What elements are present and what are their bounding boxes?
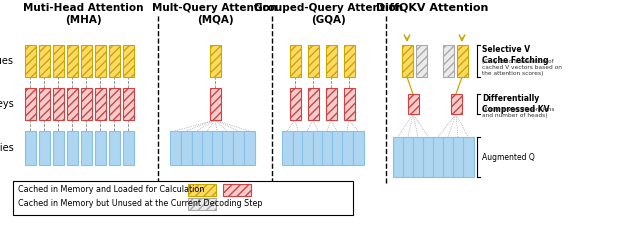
Bar: [307, 88, 319, 120]
Bar: [292, 131, 303, 165]
Bar: [344, 45, 355, 77]
Bar: [243, 131, 255, 165]
Bar: [38, 131, 49, 165]
Bar: [422, 137, 433, 177]
Bar: [289, 45, 301, 77]
Bar: [452, 137, 463, 177]
Bar: [326, 88, 337, 120]
Bar: [282, 131, 292, 165]
Bar: [122, 131, 134, 165]
Bar: [408, 94, 419, 114]
Bar: [122, 88, 134, 120]
Bar: [442, 45, 454, 77]
Bar: [456, 45, 467, 77]
Text: Selective V
Cache Fetching: Selective V Cache Fetching: [482, 45, 548, 65]
Bar: [342, 131, 353, 165]
Bar: [451, 94, 461, 114]
Text: (Only load a selection of
cached V vectors based on
the attention scores): (Only load a selection of cached V vecto…: [482, 59, 562, 76]
Bar: [52, 88, 63, 120]
Text: Grouped-Query Attention
(GQA): Grouped-Query Attention (GQA): [255, 3, 404, 25]
Text: (K has fewer dimensions
and number of heads): (K has fewer dimensions and number of he…: [482, 107, 554, 118]
Bar: [191, 131, 202, 165]
Bar: [109, 88, 120, 120]
Bar: [202, 131, 212, 165]
Bar: [232, 131, 243, 165]
Bar: [81, 88, 92, 120]
Text: Differentially
Compressed KV: Differentially Compressed KV: [482, 94, 550, 114]
Bar: [52, 45, 63, 77]
Text: Keys: Keys: [0, 99, 14, 109]
Text: Augmented Q: Augmented Q: [482, 153, 535, 162]
Bar: [109, 45, 120, 77]
Bar: [403, 137, 413, 177]
Bar: [301, 131, 312, 165]
Bar: [67, 88, 77, 120]
Bar: [413, 137, 424, 177]
Bar: [401, 45, 413, 77]
Bar: [344, 88, 355, 120]
Bar: [38, 45, 49, 77]
Bar: [321, 131, 333, 165]
Bar: [24, 45, 35, 77]
Bar: [109, 131, 120, 165]
Bar: [170, 131, 180, 165]
Text: Mult-Query Attention
(MQA): Mult-Query Attention (MQA): [152, 3, 278, 25]
Bar: [52, 131, 63, 165]
Text: Cached in Memory but Unused at the Current Decoding Step: Cached in Memory but Unused at the Curre…: [18, 200, 262, 209]
Bar: [221, 131, 232, 165]
Bar: [209, 45, 221, 77]
Bar: [67, 131, 77, 165]
Bar: [332, 131, 342, 165]
Bar: [209, 88, 221, 120]
Bar: [81, 45, 92, 77]
Bar: [289, 88, 301, 120]
Bar: [307, 45, 319, 77]
Bar: [211, 131, 223, 165]
Bar: [188, 198, 216, 210]
Bar: [95, 45, 106, 77]
Bar: [353, 131, 364, 165]
Text: Cached in Memory and Loaded for Calculation: Cached in Memory and Loaded for Calculat…: [18, 185, 204, 194]
Bar: [442, 137, 454, 177]
Bar: [433, 137, 444, 177]
Bar: [81, 131, 92, 165]
Bar: [24, 88, 35, 120]
Bar: [223, 184, 251, 196]
Bar: [67, 45, 77, 77]
Text: DiffQKV Attention: DiffQKV Attention: [376, 3, 488, 13]
Bar: [38, 88, 49, 120]
Bar: [122, 45, 134, 77]
Bar: [188, 184, 216, 196]
Text: Muti-Head Attention
(MHA): Muti-Head Attention (MHA): [23, 3, 143, 25]
Text: Queries: Queries: [0, 143, 14, 153]
Bar: [392, 137, 403, 177]
Bar: [95, 131, 106, 165]
Bar: [13, 181, 353, 215]
Bar: [326, 45, 337, 77]
Bar: [180, 131, 191, 165]
Bar: [24, 131, 35, 165]
Bar: [415, 45, 426, 77]
Bar: [312, 131, 323, 165]
Bar: [95, 88, 106, 120]
Bar: [463, 137, 474, 177]
Text: Values: Values: [0, 56, 14, 66]
